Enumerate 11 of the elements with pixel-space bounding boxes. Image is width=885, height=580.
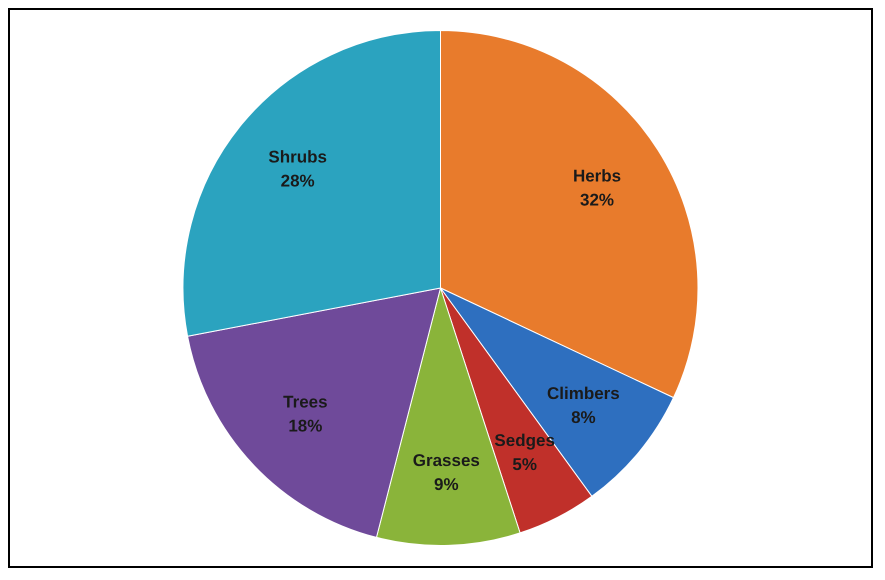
data-label: 5%	[512, 454, 537, 474]
slice-label: Herbs	[572, 166, 622, 186]
slice-label: Shrubs	[268, 148, 327, 167]
data-label: 9%	[434, 474, 459, 494]
slice-label: Climbers	[546, 384, 620, 403]
data-label: 8%	[571, 408, 596, 427]
data-label: 18%	[288, 416, 322, 436]
data-label: 28%	[280, 172, 315, 191]
slice-label: Grasses	[412, 450, 480, 470]
slice-label: Trees	[283, 392, 328, 412]
data-label: 32%	[580, 190, 614, 210]
